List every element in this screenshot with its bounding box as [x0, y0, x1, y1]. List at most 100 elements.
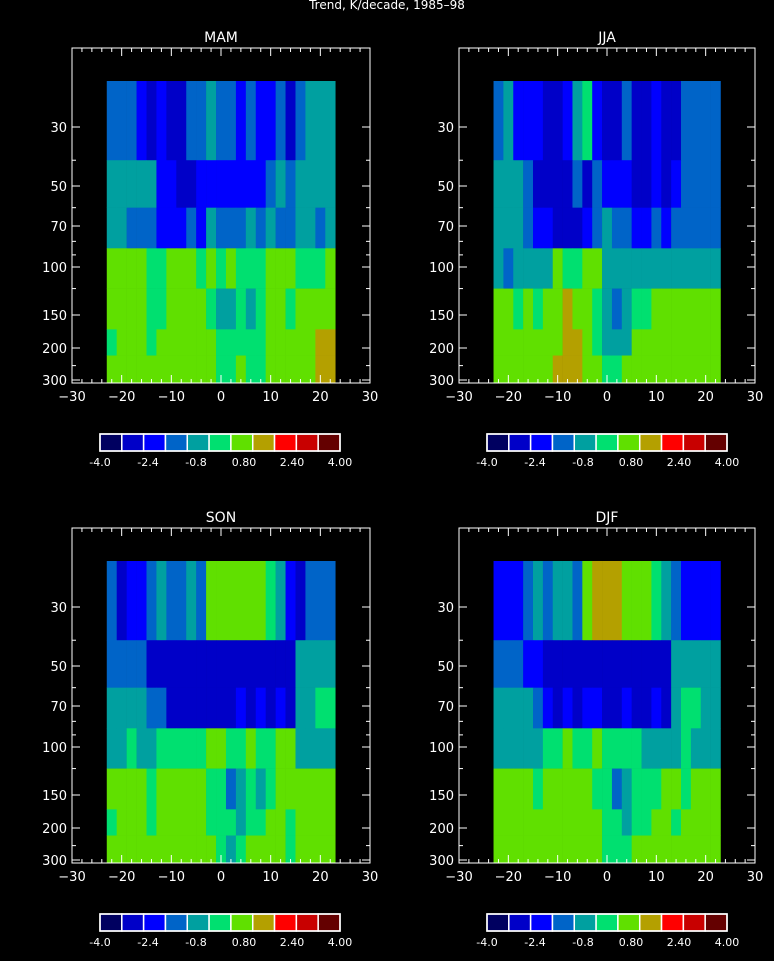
x-tick-label: 10 — [262, 390, 279, 405]
heatmap-cell — [156, 288, 167, 330]
heatmap-cell — [176, 81, 187, 161]
heatmap-cell — [503, 728, 514, 769]
heatmap-cell — [503, 835, 514, 864]
heatmap-cell — [146, 835, 157, 864]
heatmap-cell — [255, 207, 266, 249]
heatmap-cell — [146, 728, 157, 769]
y-tick-label: 100 — [429, 261, 454, 276]
heatmap-cell — [245, 768, 257, 810]
panel-mam: −30 −20 −10 0 10 20 30 30 50 70 100 150 200 300 MAM -4.… — [42, 30, 378, 469]
heatmap-cell — [136, 835, 147, 864]
heatmap-cell — [651, 355, 662, 384]
colorbar: -4.0 -2.4 -0.8 0.80 2.40 4.00 — [476, 433, 740, 469]
heatmap-cell — [216, 248, 227, 289]
heatmap-cell — [631, 329, 642, 356]
heatmap-cell — [295, 809, 306, 836]
heatmap-cell — [265, 160, 276, 208]
heatmap-cell — [305, 355, 316, 384]
heatmap-cell — [275, 768, 286, 810]
heatmap-cell — [295, 768, 306, 810]
heatmap-cell — [156, 207, 167, 249]
colorbar-tick-label: 4.00 — [715, 456, 740, 469]
heatmap-cell — [621, 288, 632, 330]
heatmap-cell — [166, 561, 177, 641]
heatmap-cell — [513, 288, 524, 330]
heatmap-cell — [582, 329, 593, 356]
heatmap-cell — [611, 687, 623, 729]
y-tick-label: 150 — [429, 789, 454, 804]
heatmap-cell — [166, 207, 177, 249]
x-tick-label: 0 — [603, 390, 611, 405]
heatmap-cell — [315, 835, 326, 864]
heatmap-cell — [136, 288, 147, 330]
heatmap-cell — [542, 561, 554, 641]
heatmap-cell — [700, 728, 711, 769]
heatmap-cell — [513, 329, 524, 356]
heatmap-cell — [651, 728, 662, 769]
heatmap-cell — [562, 329, 573, 356]
heatmap-cell — [602, 207, 613, 249]
heatmap-cell — [690, 687, 702, 729]
heatmap-cell — [216, 288, 227, 330]
heatmap-cell — [106, 561, 117, 641]
heatmap-cell — [621, 81, 632, 161]
heatmap-cell — [572, 768, 583, 810]
heatmap-cell — [582, 160, 593, 208]
heatmap-cell — [265, 355, 276, 384]
heatmap-cell — [325, 728, 336, 769]
heatmap-cell — [621, 248, 632, 289]
heatmap-cell — [176, 687, 187, 729]
heatmap-cell — [602, 809, 613, 836]
heatmap-cell — [216, 355, 227, 384]
heatmap-cell — [245, 835, 257, 864]
x-tick-label: −20 — [108, 870, 135, 885]
y-tick-label: 50 — [50, 180, 67, 195]
heatmap-cell — [285, 687, 296, 729]
heatmap-cell — [225, 81, 237, 161]
heatmap-cell — [690, 355, 702, 384]
heatmap-cell — [700, 809, 711, 836]
colorbar-swatch — [682, 913, 706, 932]
heatmap-cell — [621, 355, 632, 384]
heatmap-cell — [592, 809, 603, 836]
heatmap-cell — [533, 207, 544, 249]
colorbar-frame — [99, 433, 341, 452]
heatmap-cell — [235, 640, 247, 688]
colorbar: -4.0 -2.4 -0.8 0.80 2.40 4.00 — [476, 913, 740, 949]
heatmap-cell — [671, 768, 682, 810]
heatmap-cell — [225, 248, 237, 289]
heatmap-cell — [493, 835, 504, 864]
heatmap-cell — [572, 160, 583, 208]
heatmap-cell — [503, 640, 514, 688]
heatmap-cell — [690, 809, 702, 836]
heatmap-cell — [126, 207, 137, 249]
heatmap-cell — [552, 207, 563, 249]
heatmap-cell — [700, 640, 711, 688]
heatmap-cell — [562, 687, 573, 729]
heatmap-cell — [106, 248, 117, 289]
heatmap-cell — [156, 329, 167, 356]
heatmap-cell — [255, 640, 266, 688]
heatmap-cell — [305, 207, 316, 249]
heatmap-cell — [621, 640, 632, 688]
heatmap-cell — [106, 288, 117, 330]
heatmap-cell — [186, 329, 197, 356]
heatmap-cell — [116, 355, 127, 384]
x-tick-label: 30 — [747, 390, 764, 405]
heatmap-cell — [700, 687, 711, 729]
heatmap-cell — [275, 288, 286, 330]
heatmap-cell — [552, 768, 563, 810]
heatmap-cell — [651, 640, 662, 688]
heatmap-cell — [295, 329, 306, 356]
colorbar-swatch — [573, 913, 597, 932]
heatmap-cell — [255, 160, 266, 208]
heatmap-cell — [255, 355, 266, 384]
colorbar-tick-label: 4.00 — [715, 936, 740, 949]
heatmap-cell — [275, 355, 286, 384]
heatmap-cell — [116, 248, 127, 289]
y-tick-label: 30 — [437, 601, 454, 616]
heatmap-cell — [523, 355, 534, 384]
heatmap-cell — [126, 809, 137, 836]
heatmap-cell — [651, 561, 662, 641]
heatmap-cell — [186, 355, 197, 384]
